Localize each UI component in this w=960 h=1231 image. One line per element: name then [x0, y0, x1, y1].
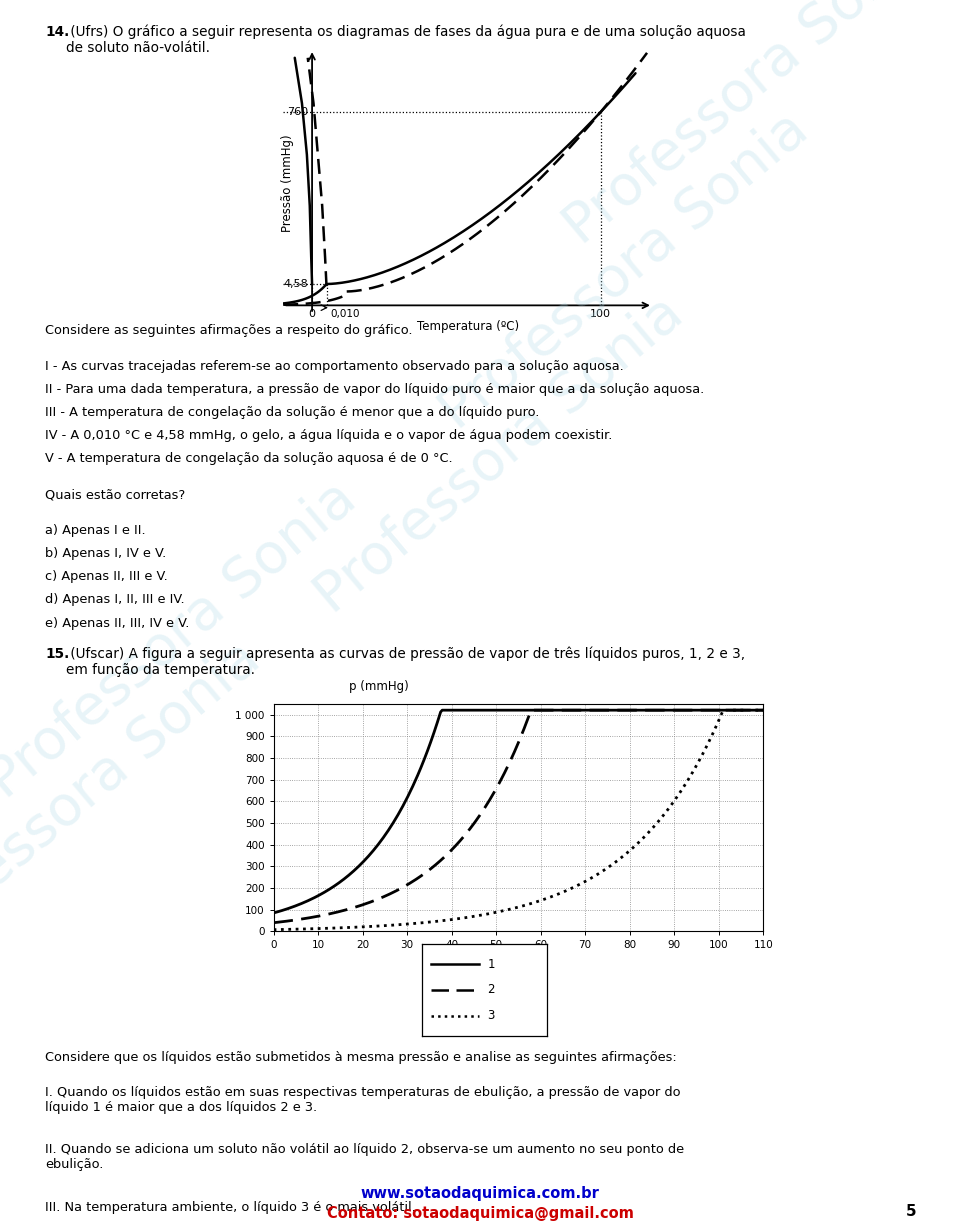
Text: b) Apenas I, IV e V.: b) Apenas I, IV e V. — [45, 547, 166, 560]
Text: 2: 2 — [488, 984, 494, 996]
X-axis label: T (ºC): T (ºC) — [501, 954, 536, 968]
Text: 3: 3 — [488, 1009, 494, 1022]
Text: Professora Sonia: Professora Sonia — [0, 632, 271, 969]
Text: 760: 760 — [287, 107, 308, 117]
Text: www.sotaodaquimica.com.br: www.sotaodaquimica.com.br — [361, 1187, 599, 1201]
Text: V - A temperatura de congelação da solução aquosa é de 0 °C.: V - A temperatura de congelação da soluç… — [45, 452, 453, 465]
Text: d) Apenas I, II, III e IV.: d) Apenas I, II, III e IV. — [45, 593, 184, 607]
Text: 0: 0 — [308, 309, 316, 319]
Text: Quais estão corretas?: Quais estão corretas? — [45, 487, 185, 501]
Text: 15.: 15. — [45, 646, 69, 661]
Text: a) Apenas I e II.: a) Apenas I e II. — [45, 524, 146, 537]
Text: c) Apenas II, III e V.: c) Apenas II, III e V. — [45, 570, 168, 583]
Text: II. Quando se adiciona um soluto não volátil ao líquido 2, observa-se um aumento: II. Quando se adiciona um soluto não vol… — [45, 1144, 684, 1172]
Text: Considere que os líquidos estão submetidos à mesma pressão e analise as seguinte: Considere que os líquidos estão submetid… — [45, 1051, 677, 1064]
Text: 100: 100 — [590, 309, 612, 319]
Text: Professora Sonia: Professora Sonia — [555, 0, 943, 255]
Text: 14.: 14. — [45, 25, 69, 38]
Text: e) Apenas II, III, IV e V.: e) Apenas II, III, IV e V. — [45, 617, 189, 629]
Text: III - A temperatura de congelação da solução é menor que a do líquido puro.: III - A temperatura de congelação da sol… — [45, 406, 540, 419]
Text: Contato: sotaodaquimica@gmail.com: Contato: sotaodaquimica@gmail.com — [326, 1206, 634, 1221]
Text: 0,010: 0,010 — [331, 309, 360, 319]
Text: IV - A 0,010 °C e 4,58 mmHg, o gelo, a água líquida e o vapor de água podem coex: IV - A 0,010 °C e 4,58 mmHg, o gelo, a á… — [45, 430, 612, 442]
Text: (Ufscar) A figura a seguir apresenta as curvas de pressão de vapor de três líqui: (Ufscar) A figura a seguir apresenta as … — [66, 646, 745, 677]
Text: I - As curvas tracejadas referem-se ao comportamento observado para a solução aq: I - As curvas tracejadas referem-se ao c… — [45, 359, 624, 373]
Text: Professora Sonia: Professora Sonia — [430, 102, 818, 439]
Text: 1: 1 — [488, 958, 494, 970]
Text: p (mmHg): p (mmHg) — [349, 680, 409, 693]
Text: Professora Sonia: Professora Sonia — [0, 471, 367, 809]
Text: III. Na temperatura ambiente, o líquido 3 é o mais volátil.: III. Na temperatura ambiente, o líquido … — [45, 1201, 416, 1214]
Text: Temperatura (ºC): Temperatura (ºC) — [417, 320, 519, 334]
Text: I. Quando os líquidos estão em suas respectivas temperaturas de ebulição, a pres: I. Quando os líquidos estão em suas resp… — [45, 1086, 681, 1114]
Text: Considere as seguintes afirmações a respeito do gráfico.: Considere as seguintes afirmações a resp… — [45, 324, 413, 337]
Text: 4,58: 4,58 — [283, 279, 308, 289]
Text: 5: 5 — [906, 1204, 917, 1219]
Text: (Ufrs) O gráfico a seguir representa os diagramas de fases da água pura e de uma: (Ufrs) O gráfico a seguir representa os … — [66, 25, 746, 55]
Text: II - Para uma dada temperatura, a pressão de vapor do líquido puro é maior que a: II - Para uma dada temperatura, a pressã… — [45, 383, 705, 396]
Text: Pressão (mmHg): Pressão (mmHg) — [281, 134, 294, 231]
Text: Professora Sonia: Professora Sonia — [305, 287, 693, 624]
